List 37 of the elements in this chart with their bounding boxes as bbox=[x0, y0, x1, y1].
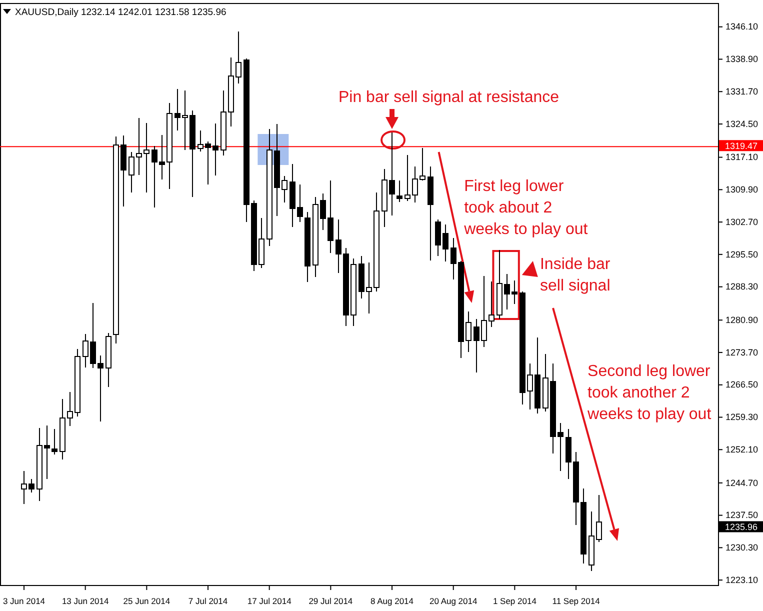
x-tick-label: 20 Aug 2014 bbox=[429, 596, 478, 606]
x-tick-label: 11 Sep 2014 bbox=[552, 596, 600, 606]
x-tick-label: 17 Jul 2014 bbox=[247, 596, 292, 606]
x-tick-label: 29 Jul 2014 bbox=[308, 596, 353, 606]
ref-line-label: 1319.47 bbox=[725, 140, 758, 151]
y-tick-label: 1295.50 bbox=[726, 249, 758, 260]
annotation: First leg lower took about 2 weeks to play out bbox=[463, 178, 588, 238]
x-tick-label: 8 Aug 2014 bbox=[370, 596, 414, 606]
y-tick-label: 1237.50 bbox=[726, 510, 758, 520]
y-tick-label: 1223.10 bbox=[726, 574, 758, 585]
x-tick-label: 13 Jun 2014 bbox=[62, 596, 109, 606]
y-tick-label: 1288.30 bbox=[726, 282, 758, 292]
y-tick-label: 1266.50 bbox=[726, 380, 758, 390]
y-tick-label: 1324.50 bbox=[726, 118, 758, 129]
x-tick-label: 7 Jul 2014 bbox=[188, 596, 228, 606]
y-tick-label: 1252.10 bbox=[726, 444, 758, 454]
y-tick-label: 1280.90 bbox=[726, 314, 758, 325]
candlestick bbox=[396, 180, 403, 202]
y-tick-label: 1331.70 bbox=[726, 86, 758, 96]
y-tick-label: 1259.30 bbox=[726, 412, 758, 422]
y-tick-label: 1338.90 bbox=[726, 54, 758, 64]
y-tick-label: 1230.30 bbox=[726, 542, 758, 553]
y-tick-label: 1244.70 bbox=[726, 478, 758, 488]
chart-title: XAUUSD,Daily 1232.14 1242.01 1231.58 1235.96 bbox=[15, 7, 226, 18]
x-tick-label: 25 Jun 2014 bbox=[123, 596, 170, 606]
text: 1235.96 bbox=[725, 522, 758, 532]
annotation: Second leg lower took another 2 weeks to play out bbox=[586, 363, 712, 423]
y-tick-label: 1309.90 bbox=[726, 184, 758, 195]
annotation: Inside bar sell signal bbox=[540, 256, 611, 294]
y-tick-label: 1317.10 bbox=[726, 152, 758, 162]
y-tick-label: 1302.70 bbox=[726, 216, 758, 227]
x-tick-label: 3 Jun 2014 bbox=[2, 596, 46, 606]
y-tick-label: 1346.10 bbox=[726, 22, 758, 32]
y-tick-label: 1273.70 bbox=[726, 347, 758, 358]
candlestick bbox=[52, 428, 58, 456]
annotation: Pin bar sell signal at resistance bbox=[338, 89, 560, 106]
x-tick-label: 1 Sep 2014 bbox=[492, 596, 537, 606]
